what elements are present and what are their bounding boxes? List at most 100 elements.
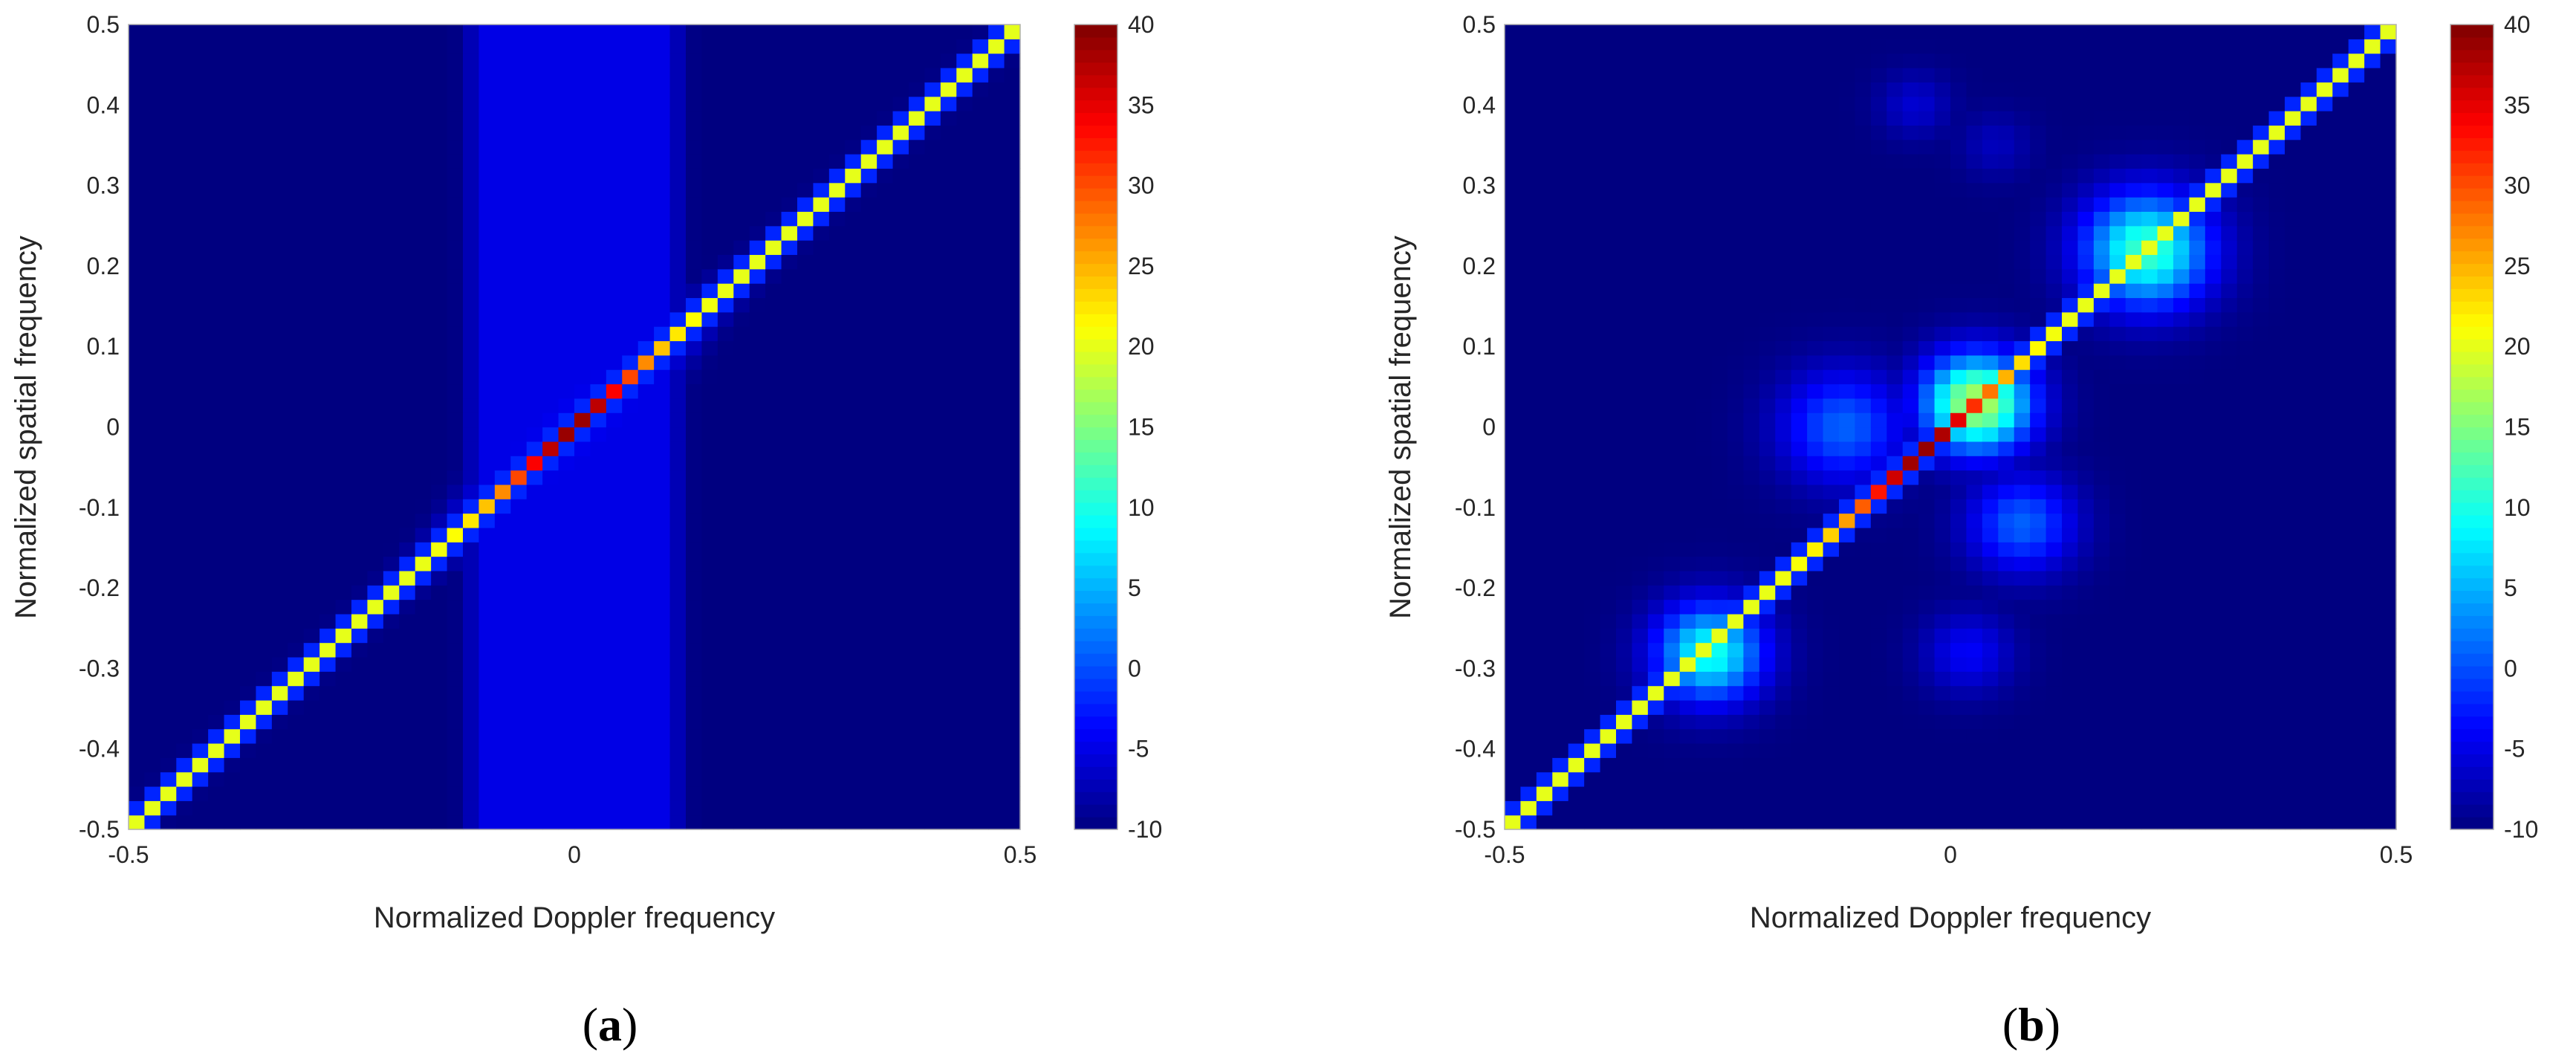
- heatmap-cell: [1966, 369, 1983, 385]
- heatmap-cell: [877, 513, 894, 528]
- heatmap-cell: [1982, 542, 1999, 557]
- heatmap-cell: [558, 311, 575, 327]
- heatmap-cell: [622, 628, 639, 644]
- heatmap-cell: [813, 139, 830, 155]
- heatmap-cell: [319, 513, 337, 528]
- heatmap-cell: [478, 656, 496, 672]
- heatmap-cell: [1568, 656, 1585, 672]
- heatmap-cell: [749, 268, 766, 284]
- heatmap-cell: [1584, 311, 1601, 327]
- heatmap-cell: [1679, 699, 1696, 715]
- heatmap-cell: [1600, 25, 1617, 39]
- heatmap-cell: [909, 154, 926, 169]
- heatmap-cell: [542, 369, 559, 385]
- heatmap-cell: [1759, 456, 1776, 471]
- heatmap-cell: [717, 470, 734, 485]
- heatmap-cell: [510, 283, 528, 299]
- heatmap-cell: [924, 412, 941, 428]
- heatmap-cell: [1839, 182, 1856, 198]
- heatmap-cell: [303, 556, 320, 572]
- heatmap-cell: [765, 240, 782, 256]
- heatmap-cell: [717, 211, 734, 227]
- heatmap-cell: [1759, 398, 1776, 413]
- heatmap-cell: [574, 125, 591, 140]
- heatmap-cell: [860, 800, 877, 816]
- heatmap-cell: [160, 427, 177, 442]
- heatmap-cell: [1647, 556, 1664, 572]
- heatmap-cell: [717, 642, 734, 658]
- heatmap-cell: [1759, 671, 1776, 687]
- heatmap-cell: [447, 197, 464, 213]
- heatmap-cell: [224, 499, 241, 514]
- heatmap-cell: [224, 240, 241, 256]
- heatmap-cell: [192, 786, 209, 801]
- heatmap-cell: [478, 340, 496, 356]
- heatmap-cell: [160, 714, 177, 730]
- heatmap-cell: [558, 742, 575, 758]
- heatmap-cell: [669, 656, 687, 672]
- heatmap-cell: [351, 297, 369, 313]
- heatmap-cell: [622, 542, 639, 557]
- heatmap-cell: [256, 714, 273, 730]
- heatmap-cell: [494, 154, 511, 169]
- heatmap-cell: [192, 139, 209, 155]
- heatmap-cell: [1696, 240, 1713, 256]
- heatmap-cell: [431, 383, 448, 399]
- heatmap-cell: [160, 182, 177, 198]
- heatmap-cell: [1775, 456, 1792, 471]
- heatmap-cell: [622, 513, 639, 528]
- heatmap-cell: [686, 815, 703, 830]
- heatmap-cell: [1775, 53, 1792, 68]
- heatmap-cell: [733, 254, 750, 270]
- heatmap-cell: [1505, 671, 1522, 687]
- heatmap-cell: [1807, 613, 1824, 629]
- heatmap-cell: [988, 311, 1005, 327]
- heatmap-cell: [1839, 542, 1856, 557]
- heatmap-cell: [1616, 800, 1633, 816]
- heatmap-cell: [351, 556, 369, 572]
- heatmap-cell: [1632, 642, 1649, 658]
- heatmap-cell: [717, 771, 734, 787]
- heatmap-cell: [940, 111, 957, 126]
- heatmap-cell: [1552, 154, 1569, 169]
- heatmap-cell: [160, 168, 177, 184]
- heatmap-cell: [1934, 771, 1951, 787]
- heatmap-cell: [1647, 613, 1664, 629]
- heatmap-cell: [1839, 254, 1856, 270]
- heatmap-cell: [892, 240, 909, 256]
- heatmap-cell: [1950, 53, 1967, 68]
- heatmap-cell: [1616, 383, 1633, 399]
- heatmap-cell: [303, 656, 320, 672]
- heatmap-cell: [733, 68, 750, 82]
- heatmap-cell: [892, 369, 909, 385]
- heatmap-cell: [1839, 427, 1856, 442]
- heatmap-cell: [1775, 685, 1792, 701]
- heatmap-cell: [176, 25, 193, 39]
- heatmap-cell: [288, 254, 305, 270]
- heatmap-cell: [590, 599, 607, 615]
- heatmap-cell: [129, 714, 146, 730]
- heatmap-cell: [271, 570, 288, 586]
- heatmap-cell: [1004, 585, 1021, 600]
- heatmap-cell: [208, 398, 225, 413]
- heatmap-cell: [1870, 456, 1887, 471]
- heatmap-cell: [797, 268, 814, 284]
- heatmap-cell: [1918, 412, 1936, 428]
- heatmap-cell: [256, 786, 273, 801]
- heatmap-cell: [860, 599, 877, 615]
- heatmap-cell: [478, 383, 496, 399]
- heatmap-cell: [1711, 268, 1728, 284]
- heatmap-cell: [1505, 326, 1522, 342]
- heatmap-cell: [1647, 599, 1664, 615]
- heatmap-cell: [845, 556, 862, 572]
- heatmap-cell: [1934, 527, 1951, 543]
- heatmap-cell: [1886, 311, 1904, 327]
- heatmap-cell: [669, 168, 687, 184]
- heatmap-cell: [669, 39, 687, 54]
- heatmap-cell: [972, 570, 989, 586]
- heatmap-cell: [1807, 671, 1824, 687]
- heatmap-cell: [637, 671, 655, 687]
- heatmap-cell: [431, 340, 448, 356]
- heatmap-cell: [1759, 82, 1776, 97]
- heatmap-cell: [494, 699, 511, 715]
